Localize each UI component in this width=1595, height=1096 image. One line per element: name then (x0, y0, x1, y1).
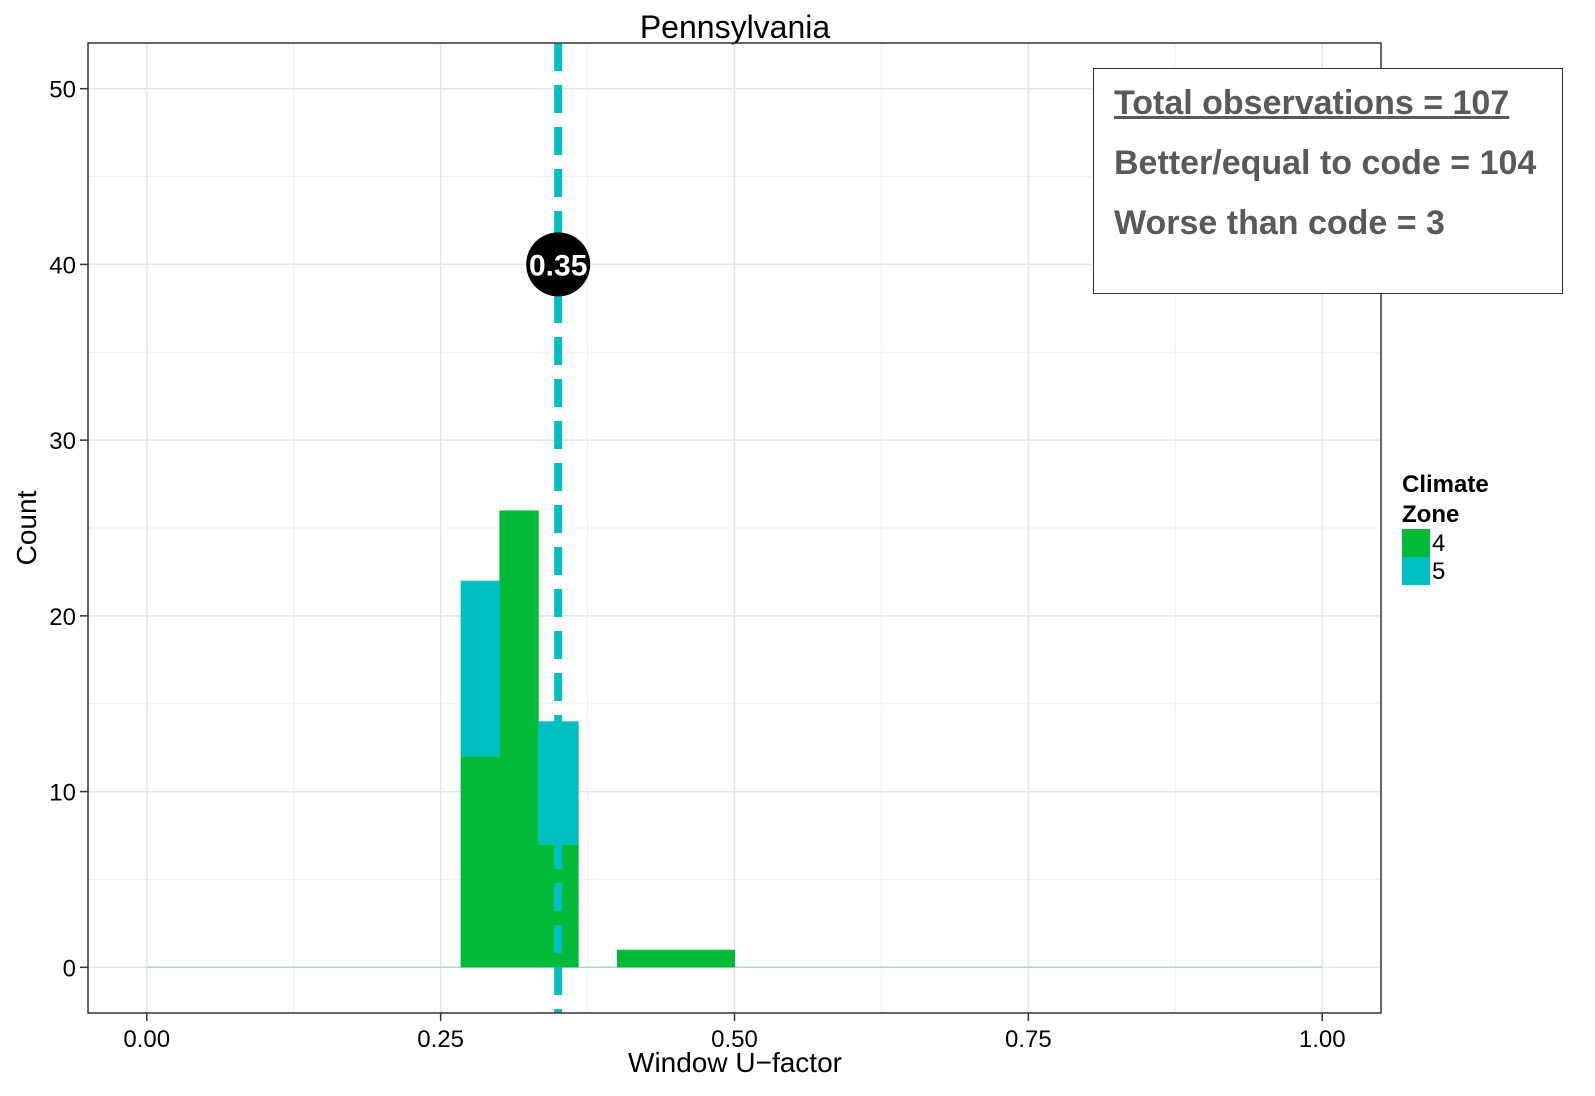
reference-value-marker (526, 232, 591, 297)
reference-line-group: 0.35 (526, 43, 591, 1013)
chart-title: Pennsylvania (640, 9, 831, 45)
x-axis-label: Window U−factor (628, 1047, 842, 1078)
y-tick-label: 30 (49, 428, 76, 455)
y-tick-label: 40 (49, 252, 76, 279)
y-tick-label: 20 (49, 604, 76, 631)
worse-count: Worse than code = 3 (1114, 204, 1445, 242)
bar-zone-5 (460, 580, 500, 757)
x-tick-label: 0.50 (711, 1026, 758, 1053)
legend-swatch-zone-5 (1402, 557, 1430, 585)
bars (146, 510, 1323, 969)
bar-zone-4 (655, 949, 697, 968)
bar-zone-4 (616, 949, 657, 968)
legend-title: Climate (1402, 471, 1489, 498)
legend-title: Zone (1402, 501, 1459, 528)
y-tick-label: 10 (49, 780, 76, 807)
legend-label-zone-4: 4 (1432, 530, 1445, 557)
x-tick-label: 0.25 (417, 1026, 464, 1053)
axes: 0.00 0.25 0.50 0.75 1.00 0 10 20 30 40 50 (49, 77, 1345, 1053)
total-observations: Total observations = 107 (1114, 84, 1510, 122)
bar-zone-4 (460, 756, 500, 968)
y-tick-label: 0 (63, 955, 76, 982)
x-tick-label: 0.00 (123, 1026, 170, 1053)
y-tick-label: 50 (49, 77, 76, 104)
y-axis-label: Count (11, 490, 42, 565)
stats-box: Total observations = 107 Better/equal to… (1093, 68, 1563, 294)
bar-zone-4 (695, 949, 735, 968)
better-equal-count: Better/equal to code = 104 (1114, 144, 1537, 182)
bar-zone-4 (499, 510, 539, 968)
legend-swatch-zone-4 (1402, 529, 1430, 557)
legend-label-zone-5: 5 (1432, 558, 1445, 585)
reference-value-label: 0.35 (529, 249, 587, 282)
x-tick-label: 1.00 (1299, 1026, 1346, 1053)
x-tick-label: 0.75 (1005, 1026, 1052, 1053)
